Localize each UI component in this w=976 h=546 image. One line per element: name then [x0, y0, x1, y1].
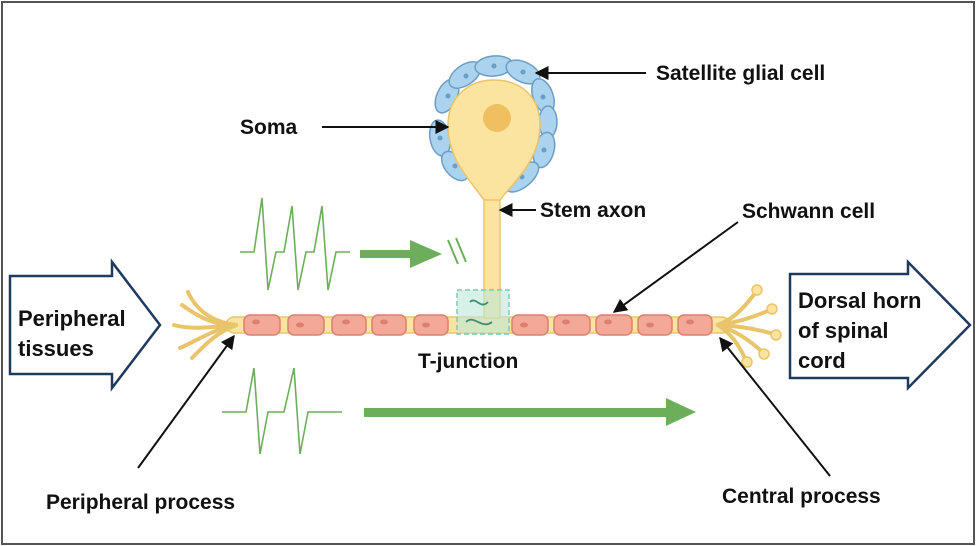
schwann-cells — [243, 314, 713, 336]
label-t-junction: T-junction — [418, 350, 518, 373]
schwann-nuclei — [252, 319, 694, 328]
label-peripheral-process: Peripheral process — [46, 491, 235, 514]
peripheral-tissues-arrow: Peripheral tissues — [8, 258, 162, 392]
dorsal-horn-line3: cord — [798, 348, 846, 373]
dorsal-horn-arrow: Dorsal horn of spinal cord — [788, 258, 972, 392]
action-potential-trace-bottom — [222, 367, 342, 455]
soma-cell — [447, 79, 541, 201]
central-terminals — [716, 284, 782, 368]
peripheral-terminals — [172, 290, 238, 360]
label-satellite-glial-cell: Satellite glial cell — [656, 62, 825, 85]
pointer-lines — [137, 66, 831, 477]
label-central-process: Central process — [722, 485, 881, 508]
peripheral-tissues-line1: Peripheral — [18, 306, 126, 331]
dorsal-horn-line1: Dorsal horn — [798, 288, 921, 313]
peripheral-tissues-line2: tissues — [18, 336, 94, 361]
label-schwann-cell: Schwann cell — [742, 200, 875, 223]
direction-arrow-top — [360, 240, 442, 268]
conduction-block-marks — [447, 237, 467, 265]
label-stem-axon: Stem axon — [540, 199, 646, 222]
dorsal-horn-line2: of spinal — [798, 318, 888, 343]
direction-arrow-bottom — [364, 398, 696, 426]
glia-nuclei — [437, 63, 547, 180]
action-potential-trace-top — [240, 197, 350, 291]
t-junction-box — [456, 289, 510, 335]
label-soma: Soma — [240, 116, 298, 139]
